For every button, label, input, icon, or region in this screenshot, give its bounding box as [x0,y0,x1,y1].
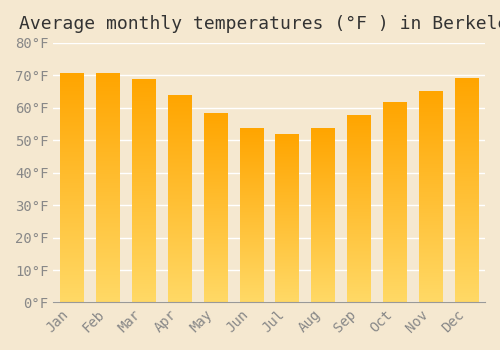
Title: Average monthly temperatures (°F ) in Berkeley: Average monthly temperatures (°F ) in Be… [19,15,500,33]
